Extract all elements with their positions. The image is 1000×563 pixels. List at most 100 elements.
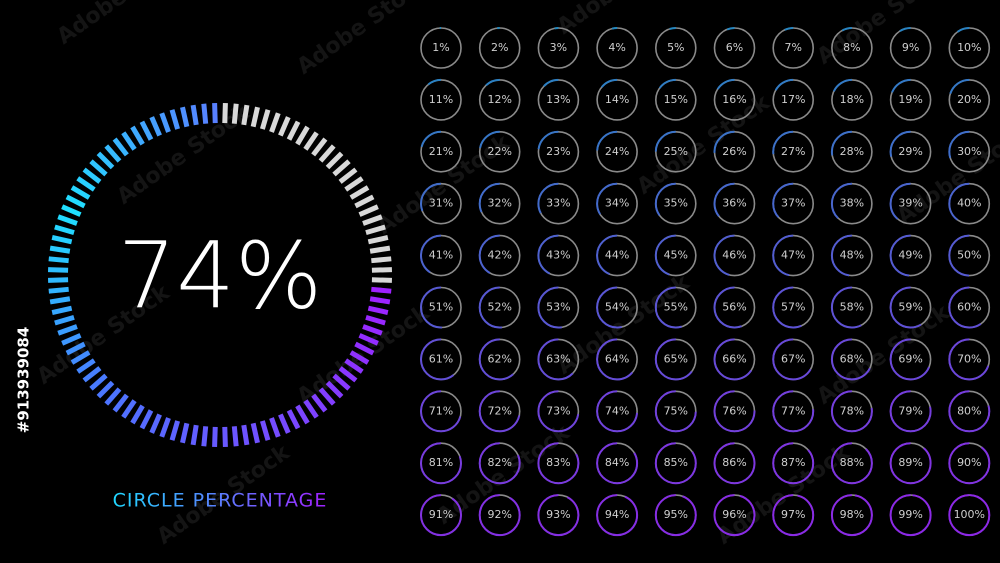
ring-arc xyxy=(889,78,932,121)
ring-segment xyxy=(89,159,108,177)
ring-segment xyxy=(96,380,115,399)
percentage-grid: 1% 2% 3% 4% 5% 6% 7% 8% 9% 10% 11% 12% 13% 14% 15% 16% 1… xyxy=(420,27,991,537)
ring-label: 69% xyxy=(898,352,922,365)
ring-arc xyxy=(830,234,873,277)
ring-label: 23% xyxy=(546,145,570,158)
ring-label: 64% xyxy=(605,352,629,365)
ring-label: 25% xyxy=(664,145,688,158)
ring-arc xyxy=(948,390,991,433)
ring-arc xyxy=(596,78,639,121)
ring-label: 18% xyxy=(840,93,864,106)
ring-label: 9% xyxy=(902,41,919,54)
ring-arc xyxy=(654,27,697,69)
ring-arc xyxy=(713,390,756,433)
ring-segment xyxy=(318,387,336,406)
ring-segment xyxy=(367,305,389,315)
ring-label: 89% xyxy=(898,456,922,469)
ring-label: 11% xyxy=(429,93,453,106)
ring-label: 21% xyxy=(429,145,453,158)
ring-arc xyxy=(713,78,756,121)
ring-segment xyxy=(365,224,386,235)
ring-label: 92% xyxy=(487,508,511,521)
ring-label: 17% xyxy=(781,93,805,106)
ring-arc xyxy=(478,27,521,69)
ring-segment xyxy=(222,426,228,447)
ring-arc xyxy=(596,234,639,277)
ring-segment xyxy=(48,277,69,283)
ring-label: 14% xyxy=(605,93,629,106)
ring-arc xyxy=(772,494,815,537)
ring-arc xyxy=(830,390,873,433)
ring-segment xyxy=(311,137,328,157)
ring-arc xyxy=(654,442,697,485)
ring-label: 28% xyxy=(840,145,864,158)
ring-arc xyxy=(889,338,932,381)
ring-segment xyxy=(369,245,391,254)
ring-segment xyxy=(344,176,364,192)
ring-label: 30% xyxy=(957,145,981,158)
ring-label: 100% xyxy=(954,508,985,521)
ring-arc xyxy=(654,494,697,537)
ring-segment xyxy=(241,424,250,446)
ring-arc xyxy=(478,390,521,433)
ring-arc xyxy=(830,27,873,69)
ring-arc xyxy=(772,286,815,329)
ring-arc xyxy=(654,338,697,381)
ring-label: 81% xyxy=(429,456,453,469)
ring-arc xyxy=(830,182,873,225)
ring-arc xyxy=(713,234,756,277)
ring-arc xyxy=(948,338,991,381)
ring-label: 41% xyxy=(429,249,453,262)
ring-arc xyxy=(830,494,873,537)
ring-segment xyxy=(349,185,370,200)
ring-segment xyxy=(362,324,383,336)
ring-label: 7% xyxy=(784,41,801,54)
ring-label: 75% xyxy=(664,404,688,417)
ring-segment xyxy=(76,176,96,192)
ring-arc xyxy=(420,390,462,433)
ring-label: 73% xyxy=(546,404,570,417)
ring-arc xyxy=(948,78,991,121)
ring-label: 67% xyxy=(781,352,805,365)
ring-label: 57% xyxy=(781,301,805,314)
ring-segment xyxy=(180,106,190,128)
ring-segment xyxy=(121,131,137,151)
ring-arc xyxy=(537,494,580,537)
ring-label: 54% xyxy=(605,301,629,314)
ring-label: 55% xyxy=(664,301,688,314)
ring-segment xyxy=(371,267,392,273)
ring-segment xyxy=(54,315,75,326)
ring-arc xyxy=(948,130,991,173)
ring-label: 40% xyxy=(957,197,981,210)
ring-label: 48% xyxy=(840,249,864,262)
ring-segment xyxy=(311,393,328,413)
ring-segment xyxy=(325,151,344,170)
ring-label: 12% xyxy=(487,93,511,106)
ring-segment xyxy=(65,194,86,209)
ring-label: 44% xyxy=(605,249,629,262)
ring-arc xyxy=(537,78,580,121)
ring-segment xyxy=(57,324,78,336)
ring-segment xyxy=(49,296,71,305)
ring-label: 78% xyxy=(840,404,864,417)
ring-arc xyxy=(772,78,815,121)
ring-arc xyxy=(830,442,873,485)
ring-label: 70% xyxy=(957,352,981,365)
ring-arc xyxy=(772,390,815,433)
ring-segment xyxy=(51,305,73,315)
ring-label: 86% xyxy=(722,456,746,469)
ring-label: 46% xyxy=(722,249,746,262)
ring-label: 95% xyxy=(664,508,688,521)
ring-arc xyxy=(948,494,991,537)
ring-arc xyxy=(713,442,756,485)
ring-arc xyxy=(889,286,932,329)
ring-label: 66% xyxy=(722,352,746,365)
ring-label: 96% xyxy=(722,508,746,521)
ring-arc xyxy=(713,182,756,225)
ring-arc xyxy=(420,130,462,173)
ring-label: 60% xyxy=(957,301,981,314)
ring-label: 52% xyxy=(487,301,511,314)
ring-segment xyxy=(51,235,73,245)
ring-label: 63% xyxy=(546,352,570,365)
ring-arc xyxy=(889,390,932,433)
